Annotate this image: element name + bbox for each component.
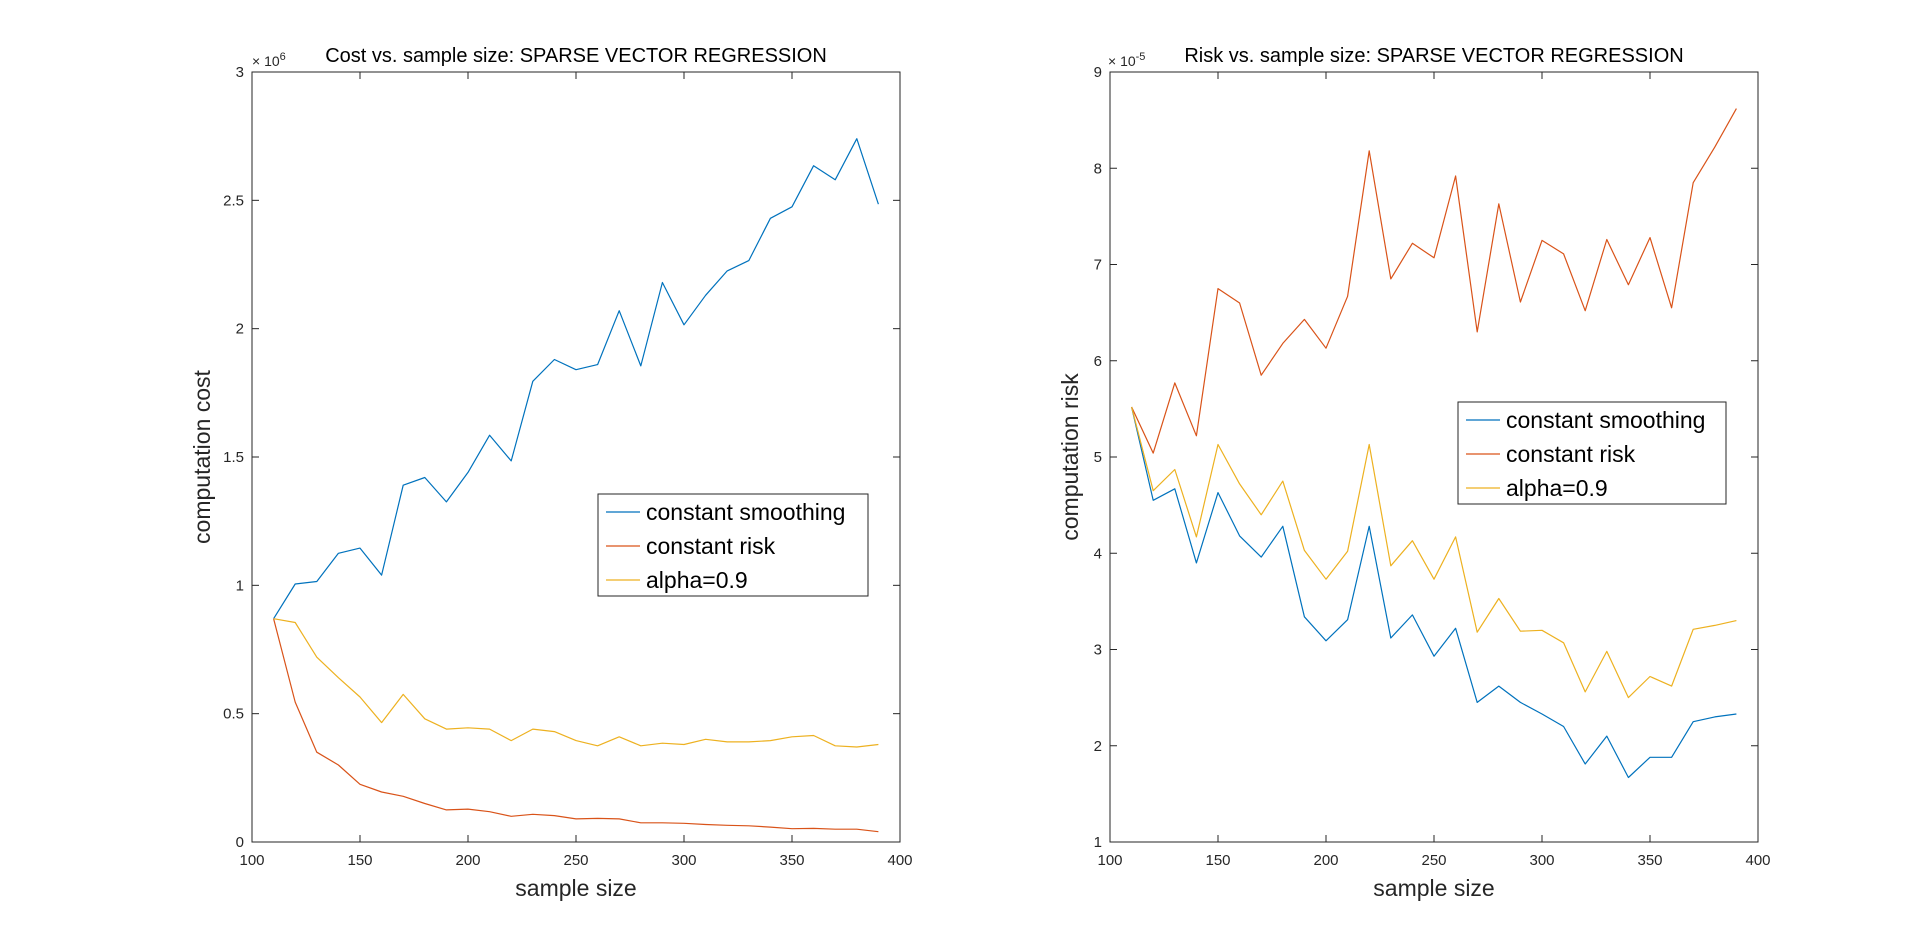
risk-chart-y-tick-label: 5 xyxy=(1094,449,1102,466)
risk-chart-y-tick-label: 1 xyxy=(1094,834,1102,851)
risk-chart-x-tick-label: 250 xyxy=(1421,852,1446,869)
risk-chart-y-tick-label: 3 xyxy=(1094,642,1102,659)
risk-chart-x-tick-label: 400 xyxy=(1745,852,1770,869)
risk-chart-series-constant-risk-line xyxy=(1131,108,1737,454)
cost-chart-x-tick-label: 400 xyxy=(887,852,912,869)
risk-chart: 100 150 200 250 300 350 400 1 2 3 4 5 6 7 8 9 Risk vs. … xyxy=(1057,45,1771,901)
risk-chart-series-constant-smoothing-line xyxy=(1131,406,1737,779)
cost-chart-x-tick-label: 100 xyxy=(239,852,264,869)
cost-chart-y-tick-label: 2.5 xyxy=(223,192,244,209)
cost-chart-y-axis-label: computation cost xyxy=(189,369,215,543)
cost-chart-y-tick-label: 0.5 xyxy=(223,706,244,723)
risk-chart-legend-box xyxy=(1457,401,1727,505)
cost-chart-legend: constant smoothing constant risk alpha=0.9 xyxy=(597,493,869,597)
cost-chart-legend-label-constant-smoothing: constant smoothing xyxy=(646,499,845,525)
risk-chart-legend: constant smoothing constant risk alpha=0.9 xyxy=(1457,401,1727,505)
risk-chart-legend-label-alpha-0-9: alpha=0.9 xyxy=(1506,475,1608,501)
cost-chart-y-exponent: × 106 xyxy=(252,51,286,69)
cost-chart-x-tick-label: 300 xyxy=(671,852,696,869)
cost-chart-x-tick-label: 250 xyxy=(563,852,588,869)
risk-chart-title: Risk vs. sample size: SPARSE VECTOR REGR… xyxy=(1184,45,1683,67)
risk-chart-ticks: 100 150 200 250 300 350 400 1 2 3 4 5 6 7 8 9 xyxy=(1094,64,1771,869)
cost-chart-legend-label-constant-risk: constant risk xyxy=(646,533,776,559)
cost-chart-x-axis-label: sample size xyxy=(515,875,636,901)
cost-chart-ticks: 100 150 200 250 300 350 400 0 0.5 1 1.5 2 2.5 3 xyxy=(223,64,912,869)
cost-chart-y-tick-label: 0 xyxy=(236,834,244,851)
risk-chart-x-tick-label: 200 xyxy=(1313,852,1338,869)
risk-chart-series-alpha-0-9-line xyxy=(1131,406,1737,699)
risk-chart-y-exponent: × 10-5 xyxy=(1108,51,1145,69)
cost-chart: 100 150 200 250 300 350 400 0 0.5 1 1.5 2 2.5 3 Cost … xyxy=(189,45,913,901)
risk-chart-y-tick-label: 4 xyxy=(1094,545,1102,562)
cost-chart-series-constant-smoothing-line xyxy=(273,138,879,620)
risk-chart-x-tick-label: 100 xyxy=(1097,852,1122,869)
risk-chart-x-tick-label: 350 xyxy=(1637,852,1662,869)
cost-chart-series-alpha-0-9-line xyxy=(273,618,879,748)
risk-chart-y-tick-label: 6 xyxy=(1094,353,1102,370)
cost-chart-y-tick-label: 1 xyxy=(236,577,244,594)
risk-chart-y-tick-label: 7 xyxy=(1094,257,1102,274)
cost-chart-title: Cost vs. sample size: SPARSE VECTOR REGR… xyxy=(325,45,827,67)
risk-chart-y-exponent-power: -5 xyxy=(1136,51,1146,63)
risk-chart-y-tick-label: 8 xyxy=(1094,160,1102,177)
risk-chart-y-tick-label: 9 xyxy=(1094,64,1102,81)
risk-chart-y-exponent-base: × 10 xyxy=(1108,53,1136,69)
cost-chart-lines xyxy=(273,138,879,833)
cost-chart-y-exponent-power: 6 xyxy=(280,51,286,63)
cost-chart-y-tick-label: 3 xyxy=(236,64,244,81)
risk-chart-legend-label-constant-risk: constant risk xyxy=(1506,441,1636,467)
cost-chart-x-tick-label: 350 xyxy=(779,852,804,869)
cost-chart-legend-items: constant smoothing constant risk alpha=0.9 xyxy=(606,499,845,593)
risk-chart-x-tick-label: 300 xyxy=(1529,852,1554,869)
risk-chart-y-tick-label: 2 xyxy=(1094,738,1102,755)
cost-chart-y-tick-label: 1.5 xyxy=(223,449,244,466)
cost-chart-legend-box xyxy=(597,493,869,597)
cost-chart-x-tick-label: 150 xyxy=(347,852,372,869)
cost-chart-x-tick-label: 200 xyxy=(455,852,480,869)
risk-chart-x-tick-label: 150 xyxy=(1205,852,1230,869)
cost-chart-legend-label-alpha-0-9: alpha=0.9 xyxy=(646,567,748,593)
risk-chart-legend-label-constant-smoothing: constant smoothing xyxy=(1506,407,1705,433)
risk-chart-lines xyxy=(1131,108,1737,779)
risk-chart-x-axis-label: sample size xyxy=(1373,875,1494,901)
cost-chart-series-constant-risk-line xyxy=(273,618,879,833)
cost-chart-y-tick-label: 2 xyxy=(236,321,244,338)
risk-chart-legend-items: constant smoothing constant risk alpha=0.9 xyxy=(1466,407,1705,501)
risk-chart-y-axis-label: computation risk xyxy=(1057,373,1083,541)
cost-chart-y-exponent-base: × 10 xyxy=(252,53,280,69)
